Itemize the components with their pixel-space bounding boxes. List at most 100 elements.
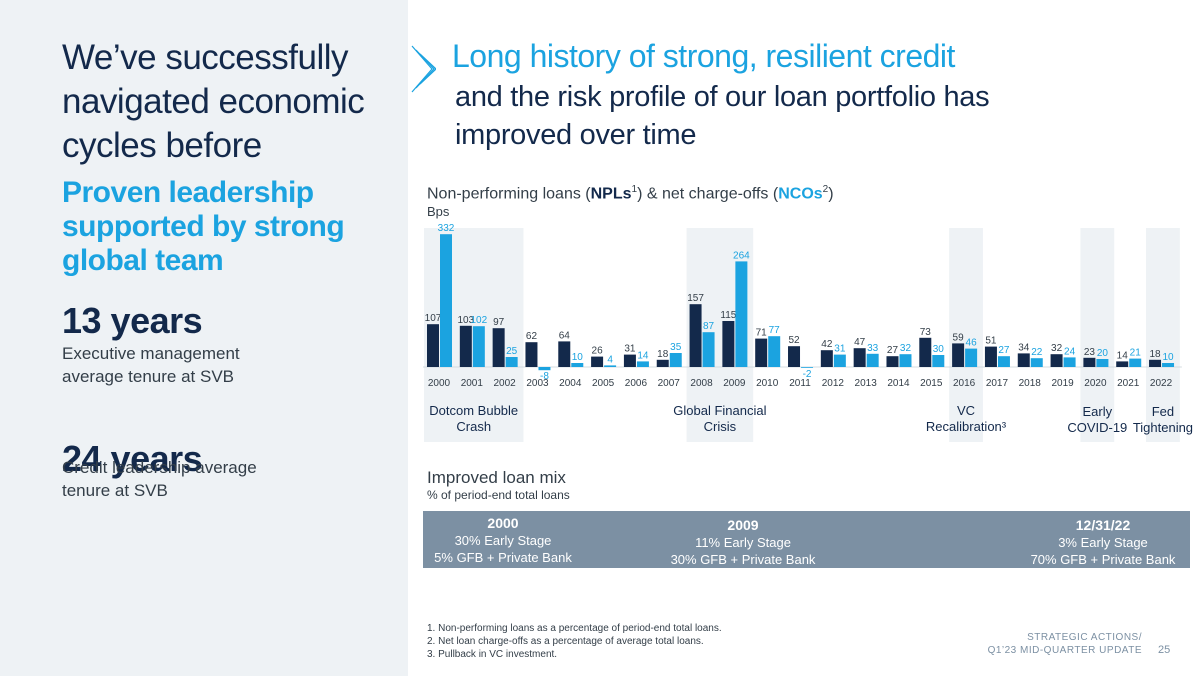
footnotes: 1. Non-performing loans as a percentage … xyxy=(427,622,722,661)
npl-value-label-2004: 64 xyxy=(559,330,571,341)
npl-value-label-2002: 97 xyxy=(493,317,505,328)
mix-year: 2000 xyxy=(487,515,519,531)
nco-bar-2008 xyxy=(702,332,715,367)
period-label-line1: Dotcom Bubble xyxy=(429,403,519,418)
npl-bar-2016 xyxy=(952,343,965,367)
x-tick-label-2010: 2010 xyxy=(756,378,779,389)
nco-bar-2001 xyxy=(472,326,485,367)
x-tick-label-2020: 2020 xyxy=(1084,378,1107,389)
period-label: VC Recalibration³ xyxy=(916,403,1016,435)
x-tick-label-2022: 2022 xyxy=(1150,378,1173,389)
chart-title-prefix: Non-performing loans ( xyxy=(427,185,591,203)
x-tick-label-2011: 2011 xyxy=(789,378,811,389)
x-tick-label-2009: 2009 xyxy=(723,378,746,389)
period-label-line2: Crisis xyxy=(703,419,737,434)
mix-gfb: 70% GFB + Private Bank xyxy=(1030,552,1176,567)
period-label-line2: Recalibration³ xyxy=(925,419,1007,434)
period-label-line1: VC xyxy=(956,403,976,418)
nco-value-label-2006: 14 xyxy=(637,350,649,361)
npl-bar-2001 xyxy=(459,325,472,367)
mix-col-2009: 2009 11% Early Stage 30% GFB + Private B… xyxy=(663,517,823,568)
period-label-line2: Tightening xyxy=(1132,420,1194,435)
nco-value-label-2014: 32 xyxy=(900,343,912,354)
shaded-period-3 xyxy=(1080,228,1115,442)
mix-col-2022: 12/31/22 3% Early Stage 70% GFB + Privat… xyxy=(1023,517,1183,568)
npl-bar-2007 xyxy=(656,359,669,367)
nco-bar-2006 xyxy=(636,361,649,367)
x-tick-label-2000: 2000 xyxy=(428,378,451,389)
nco-value-label-2015: 30 xyxy=(933,344,945,355)
nco-bar-2016 xyxy=(965,348,978,367)
stat-executive-tenure-value: 13 years xyxy=(62,300,203,341)
nco-value-label-2005: 4 xyxy=(607,354,613,365)
stat-credit-tenure-desc: Credit leadership average tenure at SVB xyxy=(62,458,257,500)
x-tick-label-2015: 2015 xyxy=(920,378,943,389)
period-label-line1: Fed xyxy=(1151,404,1175,419)
npl-bar-2019 xyxy=(1050,354,1063,367)
nco-bar-2010 xyxy=(768,336,781,367)
npl-bar-2015 xyxy=(919,337,932,367)
nco-bar-2012 xyxy=(833,354,846,367)
npl-value-label-2022: 18 xyxy=(1149,349,1161,360)
nco-bar-2015 xyxy=(932,355,945,367)
x-tick-label-2006: 2006 xyxy=(625,378,648,389)
npl-value-label-2020: 23 xyxy=(1084,347,1096,358)
period-label-line2: COVID-19 xyxy=(1067,420,1128,435)
npl-bar-2008 xyxy=(689,304,702,367)
npl-bar-2005 xyxy=(591,356,604,367)
nco-value-label-2002: 25 xyxy=(506,346,518,357)
npl-value-label-2010: 71 xyxy=(756,328,768,339)
npl-bar-2021 xyxy=(1116,361,1129,367)
footnote-3: 3. Pullback in VC investment. xyxy=(427,649,558,660)
npl-value-label-2011: 52 xyxy=(788,335,800,346)
headline: Long history of strong, resilient credit xyxy=(452,38,955,74)
footnote-1: 1. Non-performing loans as a percentage … xyxy=(427,623,722,634)
npl-value-label-2014: 27 xyxy=(887,345,899,356)
npl-value-label-2017: 51 xyxy=(985,336,997,347)
nco-value-label-2018: 22 xyxy=(1031,347,1043,358)
period-label-line1: Early xyxy=(1082,404,1113,419)
nco-bar-2014 xyxy=(899,354,912,367)
nco-bar-2003 xyxy=(538,367,551,371)
period-label: Dotcom Bubble Crash xyxy=(424,403,524,435)
x-tick-label-2008: 2008 xyxy=(690,378,713,389)
nco-bar-2005 xyxy=(604,365,617,367)
mix-subtitle: % of period-end total loans xyxy=(427,488,570,502)
npl-bar-2002 xyxy=(492,328,505,367)
nco-value-label-2001: 102 xyxy=(470,315,487,326)
x-tick-label-2021: 2021 xyxy=(1117,378,1140,389)
npl-value-label-2018: 34 xyxy=(1018,342,1030,353)
npl-value-label-2001: 103 xyxy=(457,315,474,326)
x-tick-label-2014: 2014 xyxy=(887,378,910,389)
npl-value-label-2000: 107 xyxy=(425,313,442,324)
chevron-icon xyxy=(411,45,436,93)
x-tick-label-2019: 2019 xyxy=(1051,378,1074,389)
period-label: Early COVID-19 xyxy=(1047,404,1147,436)
nco-value-label-2022: 10 xyxy=(1162,352,1174,363)
npl-value-label-2005: 26 xyxy=(592,346,604,357)
nco-value-label-2012: 31 xyxy=(834,344,846,355)
npl-bar-2017 xyxy=(984,346,997,367)
mix-early-stage: 3% Early Stage xyxy=(1058,535,1148,550)
nco-bar-2021 xyxy=(1129,358,1142,367)
footer-line-1: STRATEGIC ACTIONS/ xyxy=(1027,632,1142,643)
nco-value-label-2017: 27 xyxy=(998,345,1010,356)
chart-unit: Bps xyxy=(427,204,450,219)
x-tick-label-2004: 2004 xyxy=(559,378,582,389)
chart-title-nco-sup: 2 xyxy=(822,184,829,195)
period-label-line2: Crash xyxy=(456,419,492,434)
npl-bar-2010 xyxy=(755,338,768,367)
x-tick-label-2017: 2017 xyxy=(986,378,1009,389)
npl-value-label-2012: 42 xyxy=(821,339,833,350)
x-tick-label-2007: 2007 xyxy=(658,378,681,389)
shaded-period-4 xyxy=(1146,228,1180,442)
mix-col-2000: 2000 30% Early Stage 5% GFB + Private Ba… xyxy=(423,515,583,566)
mix-year: 2009 xyxy=(727,517,759,533)
npl-value-label-2019: 32 xyxy=(1051,343,1063,354)
mix-gfb: 5% GFB + Private Bank xyxy=(434,550,572,565)
nco-bar-2013 xyxy=(866,353,879,367)
npl-value-label-2016: 59 xyxy=(953,332,965,343)
nco-value-label-2009: 264 xyxy=(733,250,750,261)
npl-value-label-2008: 157 xyxy=(687,293,704,304)
npl-bar-2003 xyxy=(525,342,538,367)
